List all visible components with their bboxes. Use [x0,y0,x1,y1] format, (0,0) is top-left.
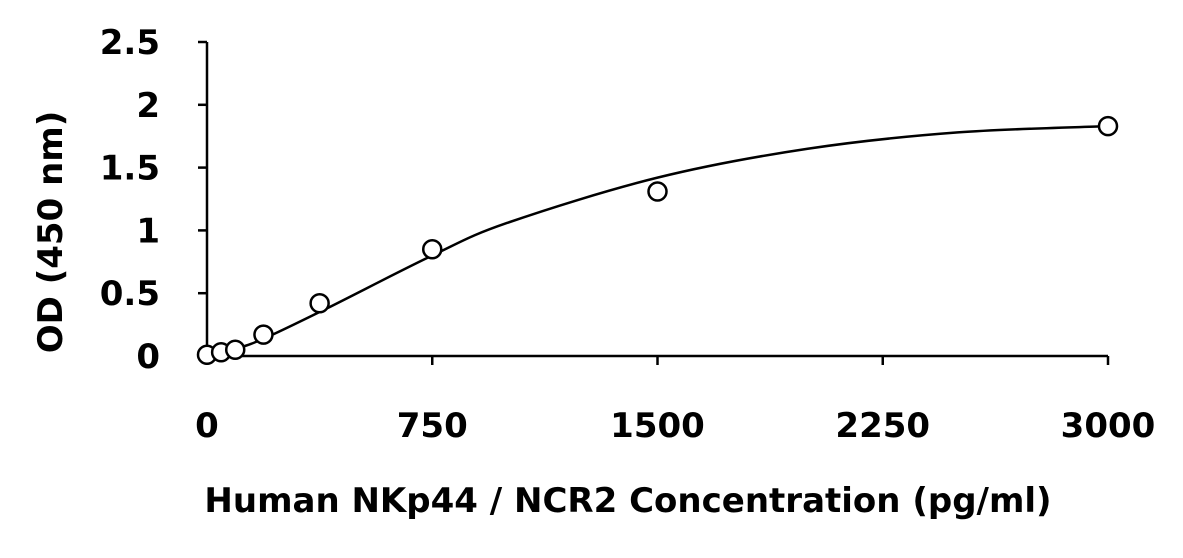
data-point [422,238,443,260]
y-ticks: 0 0.5 1 1.5 2 2.5 [100,23,207,377]
y-tick-label: 1 [136,211,160,251]
x-ticks: 0 750 1500 2250 3000 [195,356,1155,446]
data-point [309,292,330,314]
data-point [224,339,246,360]
x-tick-label: 750 [397,406,468,446]
data-point [253,324,274,345]
fit-curve [206,124,1109,358]
x-tick-label: 2250 [835,406,930,446]
x-tick-label: 0 [195,406,219,446]
x-axis-title: Human NKp44 / NCR2 Concentration (pg/ml) [204,481,1051,521]
data-point [647,181,668,202]
data-point [1097,115,1119,137]
y-tick-label: 2 [136,86,160,126]
data-points [196,115,1119,365]
y-tick-label: 0.5 [100,274,160,314]
y-axis-title: OD (450 nm) [31,111,71,353]
x-tick-label: 3000 [1061,406,1156,446]
y-tick-label: 2.5 [100,23,160,63]
y-tick-label: 1.5 [100,149,160,189]
y-tick-label: 0 [136,337,160,377]
x-tick-label: 1500 [610,406,705,446]
